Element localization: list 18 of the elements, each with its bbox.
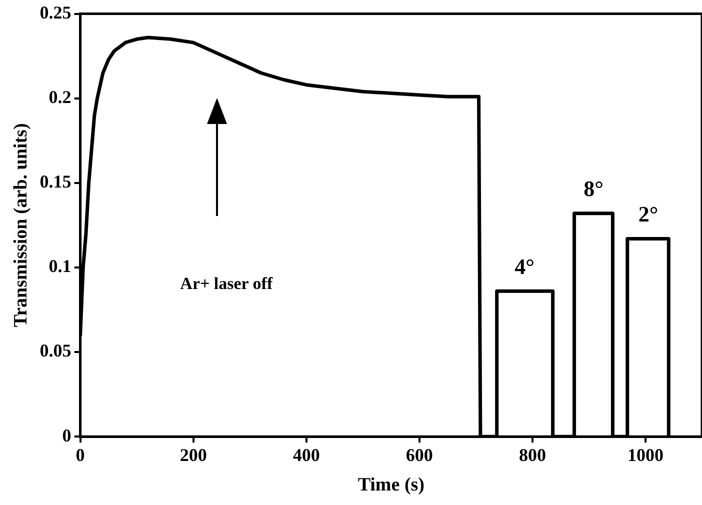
annotation: 4° xyxy=(514,254,534,279)
y-tick-label: 0.1 xyxy=(48,256,72,276)
y-tick-label: 0.15 xyxy=(40,172,72,192)
y-tick-label: 0 xyxy=(62,425,72,446)
y-tick-label: 0.25 xyxy=(40,2,72,22)
annotation: 2° xyxy=(638,201,658,226)
y-axis-title: Transmission (arb. units) xyxy=(10,123,32,328)
x-tick-label: 0 xyxy=(76,445,85,466)
x-tick-label: 600 xyxy=(406,445,433,466)
x-tick-label: 200 xyxy=(180,445,207,466)
x-axis-title: Time (s) xyxy=(358,474,424,496)
annotation: 8° xyxy=(584,176,604,202)
x-tick-label: 800 xyxy=(518,445,546,466)
x-tick-label: 1000 xyxy=(627,445,664,466)
y-tick-label: 0.05 xyxy=(40,340,72,361)
x-tick-label: 400 xyxy=(292,445,320,466)
y-tick-label: 0.2 xyxy=(48,87,72,108)
annotation: Ar+ laser off xyxy=(180,274,273,293)
